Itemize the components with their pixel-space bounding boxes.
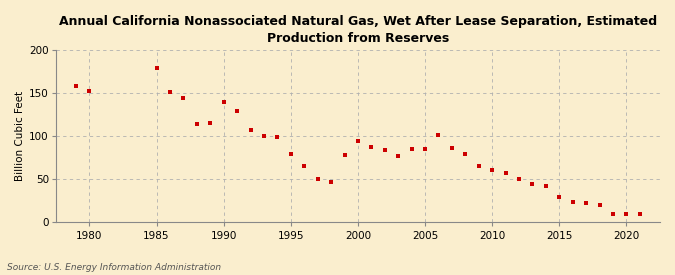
Point	[165, 90, 176, 95]
Point	[366, 144, 377, 149]
Point	[580, 201, 591, 206]
Point	[608, 212, 618, 216]
Point	[178, 95, 189, 100]
Point	[500, 171, 511, 175]
Point	[420, 147, 431, 152]
Point	[286, 151, 296, 156]
Point	[205, 120, 215, 125]
Point	[621, 212, 632, 216]
Y-axis label: Billion Cubic Feet: Billion Cubic Feet	[15, 91, 25, 182]
Point	[313, 177, 323, 182]
Point	[433, 133, 444, 137]
Point	[352, 139, 363, 143]
Text: Source: U.S. Energy Information Administration: Source: U.S. Energy Information Administ…	[7, 263, 221, 272]
Point	[473, 163, 484, 168]
Point	[487, 168, 497, 172]
Point	[218, 100, 229, 104]
Point	[634, 212, 645, 216]
Point	[84, 89, 95, 93]
Point	[379, 148, 390, 152]
Point	[339, 153, 350, 158]
Point	[514, 177, 524, 182]
Point	[192, 122, 202, 127]
Point	[594, 203, 605, 207]
Title: Annual California Nonassociated Natural Gas, Wet After Lease Separation, Estimat: Annual California Nonassociated Natural …	[59, 15, 657, 45]
Point	[151, 65, 162, 70]
Point	[245, 128, 256, 133]
Point	[272, 135, 283, 139]
Point	[460, 151, 470, 156]
Point	[527, 182, 538, 186]
Point	[299, 164, 310, 169]
Point	[259, 134, 269, 139]
Point	[554, 195, 565, 200]
Point	[71, 84, 82, 89]
Point	[325, 180, 336, 184]
Point	[393, 154, 404, 158]
Point	[567, 200, 578, 204]
Point	[406, 147, 417, 152]
Point	[541, 184, 551, 188]
Point	[446, 145, 457, 150]
Point	[232, 109, 242, 114]
